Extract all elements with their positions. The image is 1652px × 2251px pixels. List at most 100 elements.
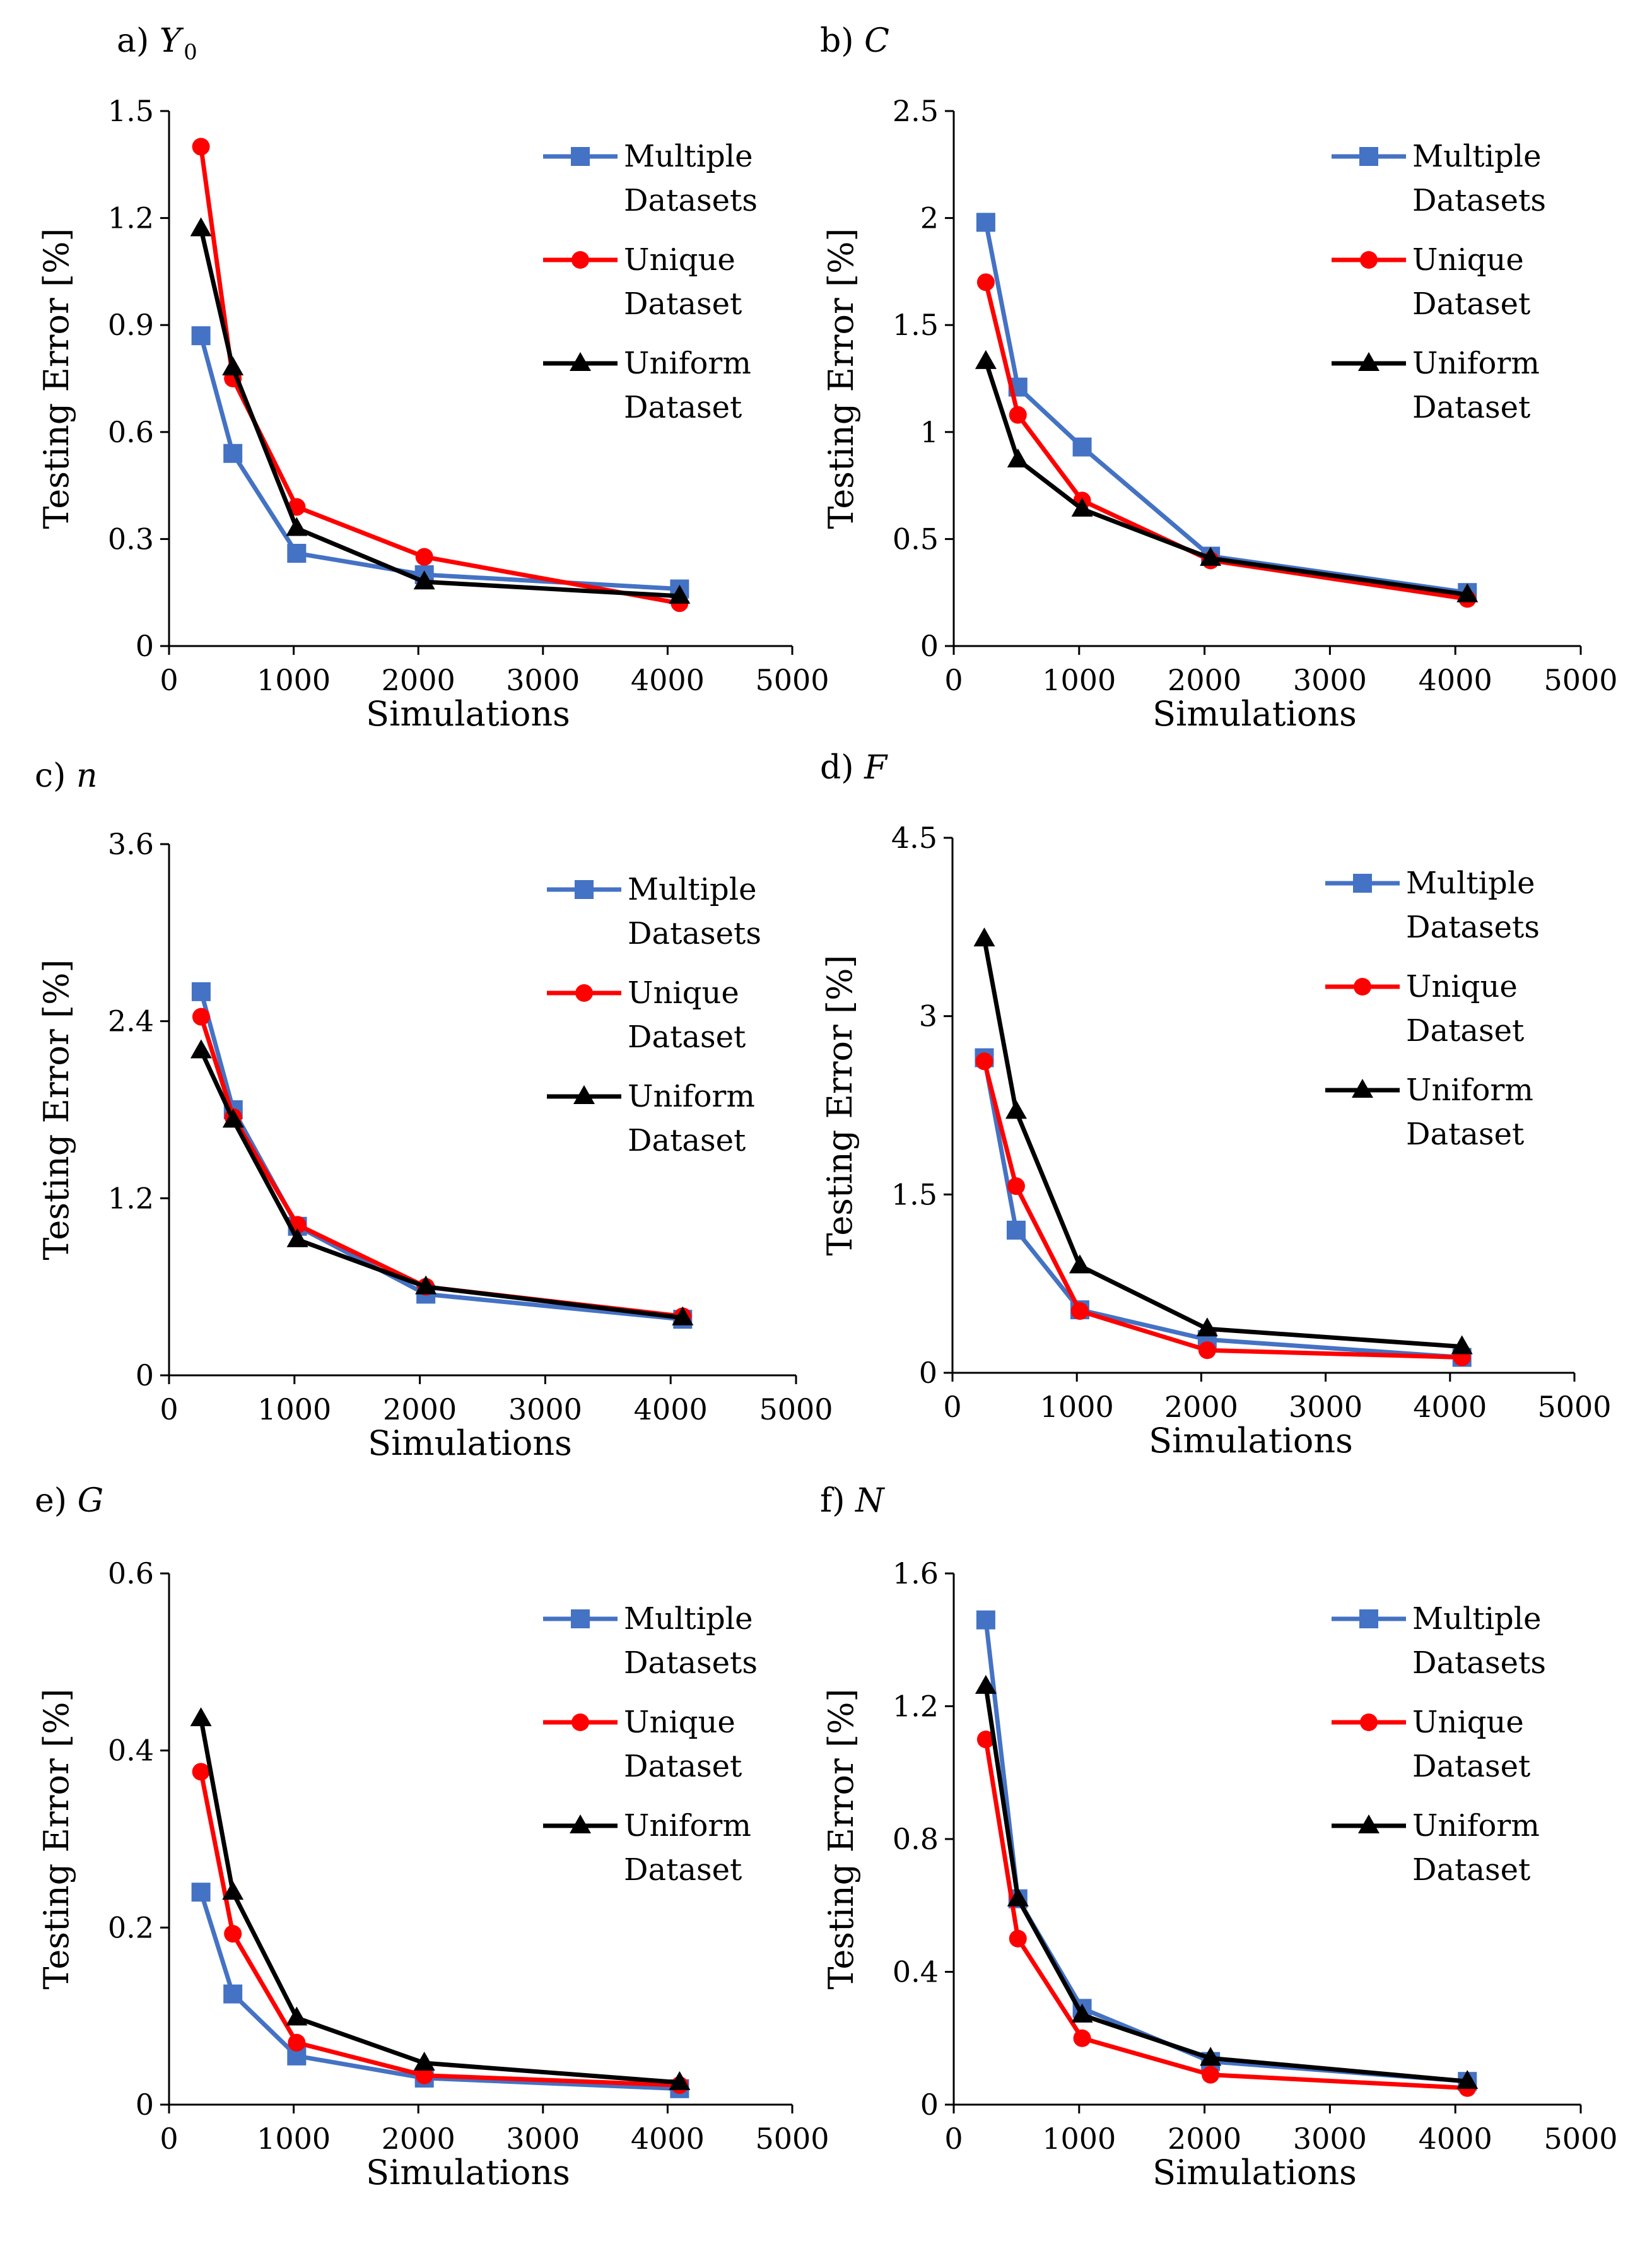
x-tick-label: 2000 <box>382 2122 455 2156</box>
legend-label-line2: Dataset <box>1412 1852 1530 1888</box>
data-point-uniform <box>222 1108 244 1128</box>
legend-marker-unique <box>1354 978 1371 996</box>
legend-label-line1: Unique <box>1412 1705 1524 1740</box>
legend-marker-multiple <box>1359 1609 1378 1628</box>
legend-marker-uniform <box>573 1085 595 1104</box>
panel-2: b) C 0 0.5 1 1.5 2 2.5 0 1000 2000 3000 4000 5000 Sim… <box>820 22 1618 734</box>
legend-marker-uniform <box>1358 1814 1380 1833</box>
x-tick-label: 0 <box>943 1390 961 1424</box>
legend-marker-multiple <box>571 147 590 166</box>
x-tick-label: 1000 <box>1042 2122 1116 2156</box>
x-tick-label: 3000 <box>508 1392 582 1426</box>
data-point-multiple <box>287 544 307 563</box>
x-tick-label: 3000 <box>1293 663 1367 697</box>
y-axis-title: Testing Error [%] <box>821 228 861 529</box>
data-point-multiple <box>223 1984 243 2004</box>
panel-6: f) N 0 0.4 0.8 1.2 1.6 0 1000 2000 3000 4000 5000 Si… <box>820 1482 1618 2192</box>
data-point-uniform <box>669 2071 691 2090</box>
legend-label-line1: Uniform <box>624 1808 751 1843</box>
legend-label-line1: Uniform <box>628 1079 755 1114</box>
legend-label-line2: Dataset <box>1412 1749 1530 1784</box>
panel-4: d) F 0 1.5 3 4.5 0 1000 2000 3000 4000 5000 Simulat… <box>820 749 1612 1461</box>
data-point-unique <box>415 548 433 566</box>
panel-parameter: N <box>854 1482 885 1520</box>
y-tick-label: 0.8 <box>893 1822 939 1856</box>
y-tick-label: 0 <box>136 1358 154 1392</box>
data-point-uniform <box>222 1881 244 1900</box>
data-point-unique <box>1009 1929 1027 1948</box>
data-point-uniform <box>1007 448 1029 467</box>
x-tick-label: 2000 <box>1164 1390 1238 1424</box>
legend-marker-unique <box>571 251 589 269</box>
series-line-multiple <box>983 1619 1468 2084</box>
y-tick-label: 0.4 <box>108 1734 154 1768</box>
series-line-multiple <box>199 990 683 1322</box>
y-tick-label: 0 <box>920 2088 939 2122</box>
x-axis-title: Simulations <box>366 2153 570 2192</box>
data-point-uniform <box>1200 546 1222 566</box>
data-point-multiple <box>191 982 211 1001</box>
series-line-unique <box>983 1739 1468 2091</box>
legend-label-line2: Dataset <box>1406 1117 1524 1152</box>
data-point-unique <box>1009 406 1027 424</box>
x-tick-label: 2000 <box>1168 2122 1241 2156</box>
legend-marker-multiple <box>575 880 594 899</box>
data-point-unique <box>192 1763 210 1781</box>
x-tick-label: 0 <box>160 663 178 697</box>
y-tick-label: 1.5 <box>891 1177 937 1211</box>
x-tick-label: 4000 <box>1413 1390 1487 1424</box>
panel-parameter: G <box>78 1482 104 1520</box>
data-point-uniform <box>1200 2047 1222 2066</box>
legend-marker-uniform <box>1352 1079 1373 1098</box>
legend-label-line2: Datasets <box>628 916 761 951</box>
x-tick-label: 0 <box>160 2122 178 2156</box>
legend-label-line2: Dataset <box>624 1749 742 1784</box>
legend-marker-unique <box>1360 1713 1378 1731</box>
data-point-uniform <box>669 584 691 604</box>
series-line-uniform <box>982 938 1462 1349</box>
legend-label-line1: Unique <box>624 1705 735 1740</box>
x-tick-label: 1000 <box>1040 1390 1114 1424</box>
x-axis-title: Simulations <box>1152 2153 1357 2192</box>
x-axis-title: Simulations <box>1152 694 1357 734</box>
y-tick-label: 1.2 <box>108 201 154 235</box>
panel-label: c) n <box>35 757 97 795</box>
legend-label-line2: Datasets <box>1412 183 1546 218</box>
legend-label-line2: Dataset <box>628 1020 746 1055</box>
data-point-multiple <box>191 326 211 346</box>
y-tick-label: 1.2 <box>893 1690 939 1724</box>
x-tick-label: 4000 <box>1419 663 1492 697</box>
series-line-uniform <box>983 360 1468 597</box>
legend-label-line1: Uniform <box>1412 1808 1540 1843</box>
data-point-uniform <box>672 1306 694 1325</box>
legend-label-line1: Uniform <box>624 346 751 381</box>
y-tick-label: 0 <box>136 2088 154 2122</box>
data-point-uniform <box>190 217 212 237</box>
series-line-multiple <box>983 221 1468 595</box>
legend-label-line2: Datasets <box>1406 910 1540 945</box>
series-line-multiple <box>199 1891 680 2091</box>
data-point-multiple <box>191 1883 211 1902</box>
data-point-uniform <box>1456 583 1479 602</box>
legend-label-line1: Multiple <box>628 872 757 907</box>
legend-marker-uniform <box>570 352 591 371</box>
y-tick-label: 0.3 <box>108 522 154 556</box>
data-point-multiple <box>1072 437 1092 457</box>
data-point-uniform <box>975 1674 997 1694</box>
data-point-uniform <box>190 1039 212 1059</box>
y-tick-label: 1.2 <box>108 1181 154 1215</box>
x-tick-label: 3000 <box>1293 2122 1367 2156</box>
legend-label-line2: Dataset <box>1406 1013 1524 1049</box>
data-point-unique <box>224 1925 242 1943</box>
legend-label-line1: Uniform <box>1406 1073 1533 1108</box>
series-line-unique <box>199 1016 683 1319</box>
x-tick-label: 5000 <box>1537 1390 1611 1424</box>
x-tick-label: 5000 <box>1544 2122 1617 2156</box>
y-tick-label: 3.6 <box>108 827 154 861</box>
legend-label-line2: Dataset <box>624 286 742 322</box>
series-line-uniform <box>199 228 680 599</box>
legend-label-line1: Unique <box>624 242 735 278</box>
y-tick-label: 0.6 <box>108 415 154 449</box>
panel-parameter: C <box>864 22 889 60</box>
x-tick-label: 2000 <box>383 1392 457 1426</box>
